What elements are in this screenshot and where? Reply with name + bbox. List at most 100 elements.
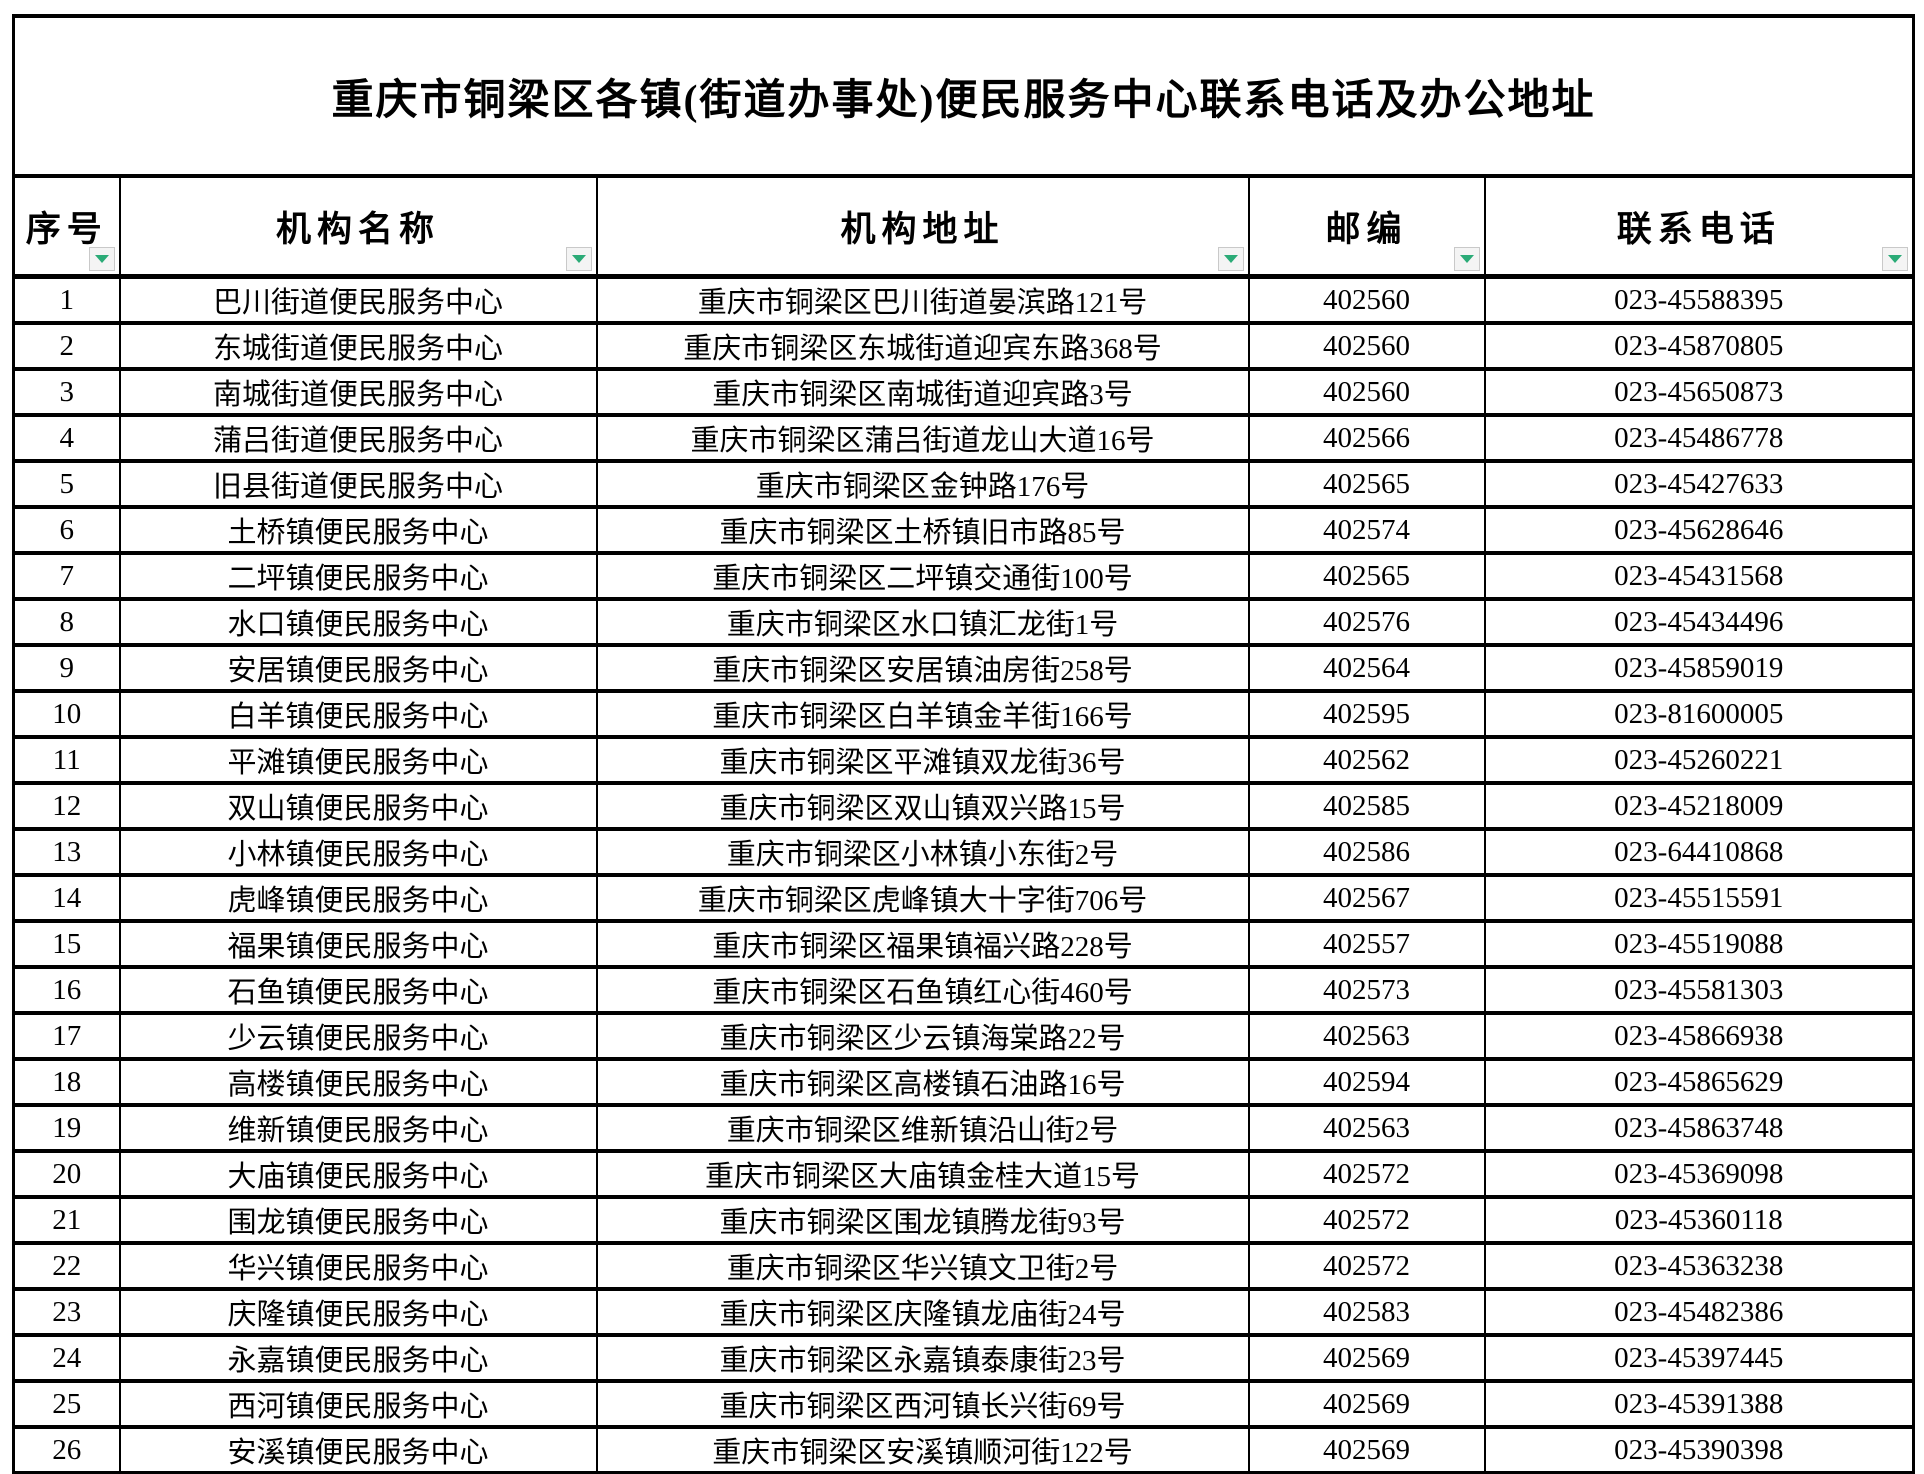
cell-address[interactable]: 重庆市铜梁区维新镇沿山街2号	[595, 1103, 1250, 1153]
cell-seq[interactable]: 20	[12, 1149, 121, 1199]
cell-org-name[interactable]: 东城街道便民服务中心	[118, 321, 598, 371]
cell-org-name[interactable]: 土桥镇便民服务中心	[118, 505, 598, 555]
cell-seq[interactable]: 3	[12, 367, 121, 417]
cell-org-name[interactable]: 水口镇便民服务中心	[118, 597, 598, 647]
cell-postcode[interactable]: 402572	[1247, 1195, 1486, 1245]
cell-seq[interactable]: 7	[12, 551, 121, 601]
cell-org-name[interactable]: 蒲吕街道便民服务中心	[118, 413, 598, 463]
cell-phone[interactable]: 023-64410868	[1483, 827, 1915, 877]
cell-org-name[interactable]: 石鱼镇便民服务中心	[118, 965, 598, 1015]
cell-seq[interactable]: 9	[12, 643, 121, 693]
cell-phone[interactable]: 023-45482386	[1483, 1287, 1915, 1337]
cell-postcode[interactable]: 402560	[1247, 367, 1486, 417]
cell-seq[interactable]: 22	[12, 1241, 121, 1291]
cell-seq[interactable]: 10	[12, 689, 121, 739]
cell-postcode[interactable]: 402564	[1247, 643, 1486, 693]
cell-seq[interactable]: 18	[12, 1057, 121, 1107]
cell-address[interactable]: 重庆市铜梁区平滩镇双龙街36号	[595, 735, 1250, 785]
cell-address[interactable]: 重庆市铜梁区安溪镇顺河街122号	[595, 1425, 1250, 1474]
cell-postcode[interactable]: 402557	[1247, 919, 1486, 969]
cell-seq[interactable]: 12	[12, 781, 121, 831]
cell-address[interactable]: 重庆市铜梁区水口镇汇龙街1号	[595, 597, 1250, 647]
cell-address[interactable]: 重庆市铜梁区二坪镇交通街100号	[595, 551, 1250, 601]
cell-org-name[interactable]: 白羊镇便民服务中心	[118, 689, 598, 739]
cell-address[interactable]: 重庆市铜梁区金钟路176号	[595, 459, 1250, 509]
cell-phone[interactable]: 023-45866938	[1483, 1011, 1915, 1061]
cell-phone[interactable]: 023-45397445	[1483, 1333, 1915, 1383]
cell-postcode[interactable]: 402572	[1247, 1149, 1486, 1199]
cell-org-name[interactable]: 永嘉镇便民服务中心	[118, 1333, 598, 1383]
cell-postcode[interactable]: 402562	[1247, 735, 1486, 785]
cell-address[interactable]: 重庆市铜梁区巴川街道晏滨路121号	[595, 274, 1250, 325]
cell-phone[interactable]: 023-45369098	[1483, 1149, 1915, 1199]
cell-org-name[interactable]: 平滩镇便民服务中心	[118, 735, 598, 785]
cell-phone[interactable]: 023-45434496	[1483, 597, 1915, 647]
cell-phone[interactable]: 023-45427633	[1483, 459, 1915, 509]
cell-phone[interactable]: 023-45390398	[1483, 1425, 1915, 1474]
cell-org-name[interactable]: 围龙镇便民服务中心	[118, 1195, 598, 1245]
cell-phone[interactable]: 023-45859019	[1483, 643, 1915, 693]
cell-postcode[interactable]: 402565	[1247, 551, 1486, 601]
cell-postcode[interactable]: 402569	[1247, 1333, 1486, 1383]
cell-address[interactable]: 重庆市铜梁区土桥镇旧市路85号	[595, 505, 1250, 555]
cell-phone[interactable]: 023-45519088	[1483, 919, 1915, 969]
cell-address[interactable]: 重庆市铜梁区高楼镇石油路16号	[595, 1057, 1250, 1107]
filter-dropdown-button[interactable]	[1882, 247, 1909, 271]
cell-seq[interactable]: 4	[12, 413, 121, 463]
cell-postcode[interactable]: 402569	[1247, 1379, 1486, 1429]
cell-org-name[interactable]: 高楼镇便民服务中心	[118, 1057, 598, 1107]
filter-dropdown-button[interactable]	[1453, 247, 1480, 271]
cell-org-name[interactable]: 华兴镇便民服务中心	[118, 1241, 598, 1291]
cell-phone[interactable]: 023-45865629	[1483, 1057, 1915, 1107]
cell-seq[interactable]: 26	[12, 1425, 121, 1474]
cell-org-name[interactable]: 安溪镇便民服务中心	[118, 1425, 598, 1474]
cell-seq[interactable]: 1	[12, 274, 121, 325]
cell-org-name[interactable]: 少云镇便民服务中心	[118, 1011, 598, 1061]
cell-org-name[interactable]: 二坪镇便民服务中心	[118, 551, 598, 601]
cell-seq[interactable]: 5	[12, 459, 121, 509]
cell-org-name[interactable]: 福果镇便民服务中心	[118, 919, 598, 969]
cell-seq[interactable]: 11	[12, 735, 121, 785]
cell-phone[interactable]: 023-45431568	[1483, 551, 1915, 601]
cell-postcode[interactable]: 402563	[1247, 1011, 1486, 1061]
cell-address[interactable]: 重庆市铜梁区福果镇福兴路228号	[595, 919, 1250, 969]
cell-phone[interactable]: 023-45360118	[1483, 1195, 1915, 1245]
cell-seq[interactable]: 17	[12, 1011, 121, 1061]
cell-seq[interactable]: 6	[12, 505, 121, 555]
cell-address[interactable]: 重庆市铜梁区双山镇双兴路15号	[595, 781, 1250, 831]
cell-org-name[interactable]: 南城街道便民服务中心	[118, 367, 598, 417]
cell-seq[interactable]: 25	[12, 1379, 121, 1429]
cell-org-name[interactable]: 双山镇便民服务中心	[118, 781, 598, 831]
cell-postcode[interactable]: 402567	[1247, 873, 1486, 923]
cell-phone[interactable]: 023-45628646	[1483, 505, 1915, 555]
cell-postcode[interactable]: 402594	[1247, 1057, 1486, 1107]
cell-postcode[interactable]: 402560	[1247, 321, 1486, 371]
cell-org-name[interactable]: 庆隆镇便民服务中心	[118, 1287, 598, 1337]
cell-postcode[interactable]: 402586	[1247, 827, 1486, 877]
cell-address[interactable]: 重庆市铜梁区虎峰镇大十字街706号	[595, 873, 1250, 923]
cell-postcode[interactable]: 402560	[1247, 274, 1486, 325]
cell-postcode[interactable]: 402585	[1247, 781, 1486, 831]
cell-phone[interactable]: 023-45863748	[1483, 1103, 1915, 1153]
cell-postcode[interactable]: 402595	[1247, 689, 1486, 739]
cell-phone[interactable]: 023-45581303	[1483, 965, 1915, 1015]
cell-postcode[interactable]: 402572	[1247, 1241, 1486, 1291]
filter-dropdown-button[interactable]	[565, 247, 592, 271]
cell-seq[interactable]: 21	[12, 1195, 121, 1245]
cell-address[interactable]: 重庆市铜梁区小林镇小东街2号	[595, 827, 1250, 877]
cell-address[interactable]: 重庆市铜梁区南城街道迎宾路3号	[595, 367, 1250, 417]
cell-seq[interactable]: 23	[12, 1287, 121, 1337]
cell-phone[interactable]: 023-45486778	[1483, 413, 1915, 463]
cell-org-name[interactable]: 虎峰镇便民服务中心	[118, 873, 598, 923]
cell-address[interactable]: 重庆市铜梁区围龙镇腾龙街93号	[595, 1195, 1250, 1245]
cell-address[interactable]: 重庆市铜梁区蒲吕街道龙山大道16号	[595, 413, 1250, 463]
cell-address[interactable]: 重庆市铜梁区少云镇海棠路22号	[595, 1011, 1250, 1061]
cell-address[interactable]: 重庆市铜梁区永嘉镇泰康街23号	[595, 1333, 1250, 1383]
cell-postcode[interactable]: 402574	[1247, 505, 1486, 555]
cell-phone[interactable]: 023-45260221	[1483, 735, 1915, 785]
cell-phone[interactable]: 023-45515591	[1483, 873, 1915, 923]
cell-postcode[interactable]: 402576	[1247, 597, 1486, 647]
cell-phone[interactable]: 023-45870805	[1483, 321, 1915, 371]
cell-address[interactable]: 重庆市铜梁区华兴镇文卫街2号	[595, 1241, 1250, 1291]
cell-seq[interactable]: 16	[12, 965, 121, 1015]
